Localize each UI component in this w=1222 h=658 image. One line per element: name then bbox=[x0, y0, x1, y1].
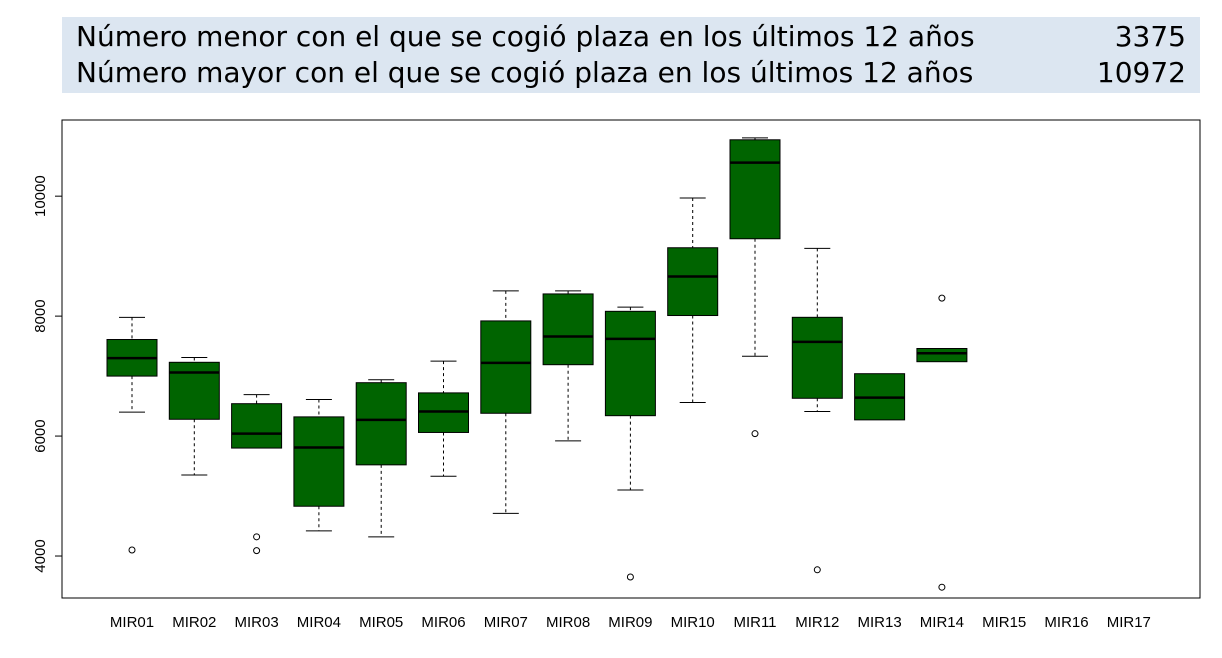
box-mir11 bbox=[729, 137, 781, 438]
x-tick-label: MIR05 bbox=[359, 614, 403, 631]
x-tick-label: MIR12 bbox=[795, 614, 839, 631]
box-iqr bbox=[168, 361, 220, 420]
x-tick-label: MIR03 bbox=[235, 614, 279, 631]
box-mir07 bbox=[480, 290, 532, 514]
outlier-point bbox=[253, 533, 261, 541]
box-iqr bbox=[916, 348, 968, 363]
outlier-point bbox=[938, 294, 946, 302]
x-tick-label: MIR16 bbox=[1044, 614, 1088, 631]
summary-max-value: 10972 bbox=[1096, 56, 1186, 89]
box-iqr bbox=[480, 320, 532, 414]
summary-max-label: Número mayor con el que se cogió plaza e… bbox=[76, 56, 974, 89]
box-iqr bbox=[791, 316, 843, 399]
summary-min-label: Número menor con el que se cogió plaza e… bbox=[76, 20, 975, 53]
box-mir06 bbox=[418, 360, 469, 477]
outlier-point bbox=[128, 546, 136, 554]
y-tick-label: 8000 bbox=[32, 299, 49, 332]
summary-row-min: Número menor con el que se cogió plaza e… bbox=[76, 18, 1186, 56]
box-mir13 bbox=[854, 373, 906, 421]
box-mir10 bbox=[667, 197, 719, 403]
y-tick-label: 4000 bbox=[32, 539, 49, 572]
outlier-point bbox=[253, 547, 261, 555]
x-tick-label: MIR07 bbox=[484, 614, 528, 631]
x-tick-label: MIR01 bbox=[110, 614, 154, 631]
box-iqr bbox=[231, 403, 283, 449]
box-iqr bbox=[355, 382, 407, 466]
x-tick-label: MIR09 bbox=[608, 614, 652, 631]
box-mir03 bbox=[231, 394, 283, 555]
box-iqr bbox=[604, 310, 656, 417]
x-tick-label: MIR11 bbox=[733, 614, 776, 631]
x-axis: MIR01 MIR02 MIR03 MIR04 MIR05 MIR06 MIR07 MIR08… bbox=[110, 614, 1151, 631]
x-tick-label: MIR08 bbox=[546, 614, 590, 631]
box-mir02 bbox=[168, 357, 220, 476]
box-mir14 bbox=[916, 294, 968, 591]
x-tick-label: MIR14 bbox=[920, 614, 964, 631]
box-iqr bbox=[293, 416, 345, 507]
y-tick-label: 6000 bbox=[32, 419, 49, 452]
outlier-point bbox=[938, 583, 946, 591]
box-mir09 bbox=[604, 306, 656, 581]
summary-row-max: Número mayor con el que se cogió plaza e… bbox=[76, 54, 1186, 92]
x-tick-label: MIR06 bbox=[421, 614, 465, 631]
outlier-point bbox=[626, 573, 634, 581]
x-tick-label: MIR17 bbox=[1107, 614, 1151, 631]
box-mir04 bbox=[293, 398, 345, 532]
x-tick-label: MIR15 bbox=[982, 614, 1026, 631]
summary-min-value: 3375 bbox=[1114, 20, 1186, 53]
box-mir01 bbox=[106, 316, 158, 554]
outlier-point bbox=[751, 430, 759, 438]
outlier-point bbox=[813, 566, 821, 574]
y-tick-label: 10000 bbox=[32, 175, 49, 217]
x-tick-label: MIR04 bbox=[297, 614, 341, 631]
summary-panel: Número menor con el que se cogió plaza e… bbox=[62, 17, 1200, 93]
x-tick-label: MIR02 bbox=[172, 614, 216, 631]
box-iqr bbox=[729, 139, 781, 240]
box-iqr bbox=[542, 293, 594, 366]
box-mir12 bbox=[791, 247, 843, 574]
x-tick-label: MIR13 bbox=[858, 614, 902, 631]
y-axis: 4000 6000 8000 10000 bbox=[32, 175, 63, 573]
box-iqr bbox=[667, 247, 719, 317]
box-mir08 bbox=[542, 290, 594, 442]
box-series bbox=[106, 137, 968, 591]
box-mir05 bbox=[355, 379, 407, 538]
x-tick-label: MIR10 bbox=[671, 614, 715, 631]
